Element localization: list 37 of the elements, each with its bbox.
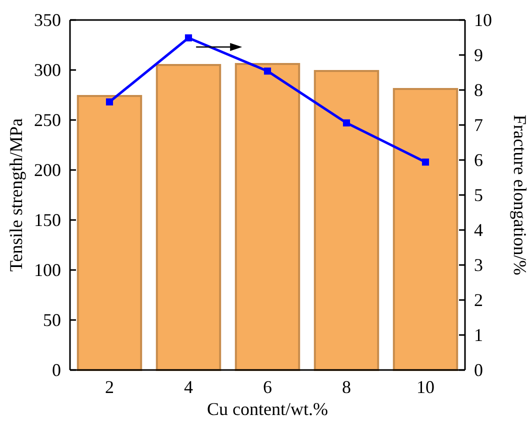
y2-tick-label: 7 <box>474 114 483 135</box>
bar <box>76 95 142 371</box>
y-tick-label: 0 <box>52 360 61 380</box>
point <box>184 34 192 42</box>
y2-tick-label: 1 <box>474 324 483 345</box>
y2-tick-label: 4 <box>474 220 483 240</box>
y-axis-title: Tensile strength/MPa <box>6 118 26 272</box>
y-tick-label: 250 <box>34 110 61 130</box>
y2-tick-label: 6 <box>474 150 483 170</box>
bar <box>392 88 458 371</box>
y-tick-label: 100 <box>34 260 61 280</box>
y2-tick-label: 8 <box>474 80 483 100</box>
y-tick-label: 150 <box>34 210 61 230</box>
y2-tick-label: 10 <box>474 10 492 30</box>
x-tick-label: 2 <box>105 376 114 397</box>
y2-tick-label: 0 <box>474 360 483 380</box>
y-tick-label: 350 <box>34 10 61 30</box>
x-tick-label: 6 <box>263 376 272 397</box>
x-tick-label: 10 <box>416 376 434 397</box>
bar <box>314 70 380 371</box>
point <box>342 119 350 126</box>
y2-tick-label: 2 <box>474 290 483 310</box>
x-tick-label: 8 <box>342 376 351 397</box>
point <box>422 158 430 166</box>
y-tick-label: 50 <box>43 310 61 330</box>
bar <box>156 64 222 371</box>
y-tick-label: 200 <box>34 160 61 180</box>
x-tick-label: 4 <box>184 376 193 397</box>
y2-tick-label: 9 <box>474 44 483 65</box>
bar <box>234 63 300 371</box>
y-tick-label: 300 <box>34 60 61 80</box>
y2-axis-title: Fracture elongation/% <box>510 114 528 276</box>
y2-tick-label: 5 <box>474 184 483 205</box>
point <box>106 98 114 106</box>
x-axis-title: Cu content/wt.% <box>207 399 328 419</box>
y2-tick-label: 3 <box>474 254 483 275</box>
point <box>264 68 272 75</box>
